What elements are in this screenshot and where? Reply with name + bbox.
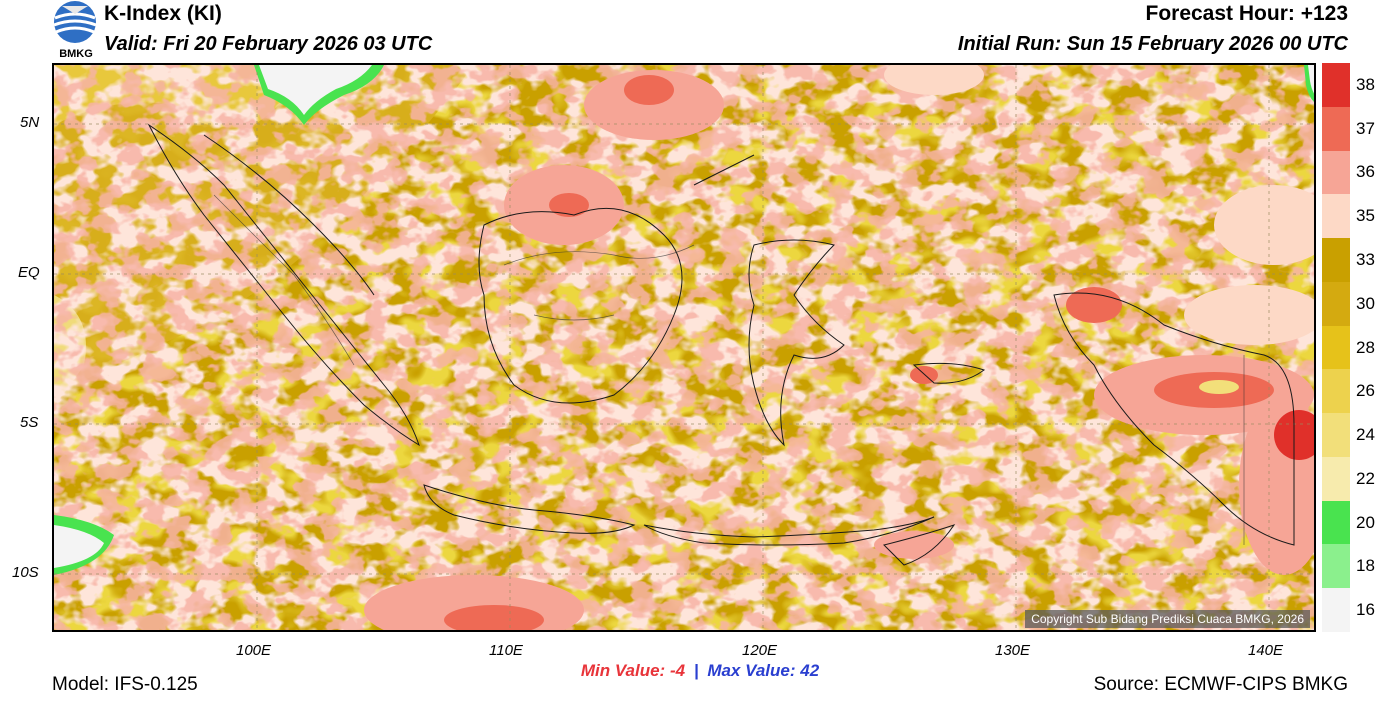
legend-swatch bbox=[1322, 106, 1350, 152]
legend-label: 26 bbox=[1356, 381, 1375, 401]
value-separator: | bbox=[693, 661, 699, 680]
coast-sulawesi bbox=[748, 239, 845, 447]
valid-time: Valid: Fri 20 February 2026 03 UTC bbox=[104, 33, 433, 55]
lat-label-eq: EQ bbox=[18, 264, 40, 281]
legend-swatch bbox=[1322, 63, 1350, 108]
legend-label: 36 bbox=[1356, 162, 1375, 182]
chart-title: K-Index (KI) bbox=[104, 2, 222, 25]
legend-label: 22 bbox=[1356, 468, 1375, 488]
coast-sumatra bbox=[147, 123, 420, 447]
lon-label-140e: 140E bbox=[1248, 642, 1284, 659]
map-canvas bbox=[54, 65, 1314, 630]
coast-nusa-tenggara bbox=[643, 516, 935, 546]
legend-label: 37 bbox=[1356, 118, 1375, 138]
coastlines bbox=[147, 123, 1295, 566]
min-max-summary: Min Value: -4 | Max Value: 42 bbox=[0, 661, 1400, 681]
very-low-ki-north bbox=[259, 65, 372, 115]
lon-label-130e: 130E bbox=[995, 642, 1031, 659]
logo-text: BMKG bbox=[59, 48, 93, 60]
lat-label-5n: 5N bbox=[20, 114, 40, 131]
legend-swatch bbox=[1322, 588, 1350, 633]
lon-label-120e: 120E bbox=[742, 642, 778, 659]
lat-label-10s: 10S bbox=[12, 564, 39, 581]
legend-swatch bbox=[1322, 325, 1350, 370]
min-value: -4 bbox=[669, 661, 686, 680]
legend-swatch bbox=[1322, 194, 1350, 239]
legend-label: 16 bbox=[1356, 600, 1375, 620]
legend-swatch bbox=[1322, 500, 1350, 545]
legend-label: 35 bbox=[1356, 206, 1375, 226]
legend-label: 30 bbox=[1356, 293, 1375, 313]
graticule bbox=[54, 65, 1314, 630]
salmon-noise-layer bbox=[54, 65, 1314, 630]
coast-timor bbox=[883, 524, 956, 566]
copyright-notice: Copyright Sub Bidang Prediksi Cuaca BMKG… bbox=[1025, 610, 1310, 628]
legend-label: 18 bbox=[1356, 556, 1375, 576]
coast-new-guinea bbox=[1053, 292, 1295, 546]
legend-swatch bbox=[1322, 238, 1350, 283]
borders bbox=[213, 194, 1245, 545]
legend-label: 20 bbox=[1356, 512, 1375, 532]
lat-label-5s: 5S bbox=[20, 414, 39, 431]
very-low-ki-southwest bbox=[54, 525, 104, 568]
very-low-ki-northeast bbox=[1308, 65, 1314, 94]
legend-label: 33 bbox=[1356, 249, 1375, 269]
initial-run: Initial Run: Sun 15 February 2026 00 UTC bbox=[957, 33, 1348, 55]
high-ki-zones bbox=[364, 65, 1314, 630]
legend-label: 28 bbox=[1356, 337, 1375, 357]
coast-borneo bbox=[478, 207, 683, 404]
legend-label: 38 bbox=[1356, 74, 1375, 94]
k-index-map: Copyright Sub Bidang Prediksi Cuaca BMKG… bbox=[52, 63, 1316, 632]
coast-sabah bbox=[693, 154, 755, 186]
coast-malay bbox=[203, 134, 375, 296]
legend-swatch bbox=[1322, 281, 1350, 327]
forecast-hour: Forecast Hour: +123 bbox=[1145, 2, 1349, 25]
max-value-label: Max Value: bbox=[707, 661, 796, 680]
legend-swatch bbox=[1322, 544, 1350, 589]
bmkg-logo: BMKG bbox=[50, 0, 102, 60]
source-info: Source: ECMWF-CIPS BMKG bbox=[1093, 674, 1348, 695]
min-value-label: Min Value: bbox=[580, 661, 666, 680]
coast-seram bbox=[912, 362, 986, 384]
model-info: Model: IFS-0.125 bbox=[52, 674, 198, 695]
lon-label-100e: 100E bbox=[236, 642, 272, 659]
legend-swatch bbox=[1322, 369, 1350, 414]
lon-label-110e: 110E bbox=[489, 642, 523, 659]
coast-java bbox=[423, 484, 636, 534]
legend-label: 24 bbox=[1356, 425, 1375, 445]
legend-swatch bbox=[1322, 413, 1350, 458]
legend-swatch bbox=[1322, 456, 1350, 502]
legend-swatch bbox=[1322, 150, 1350, 195]
color-legend bbox=[1322, 63, 1350, 633]
max-value: 42 bbox=[800, 661, 820, 680]
